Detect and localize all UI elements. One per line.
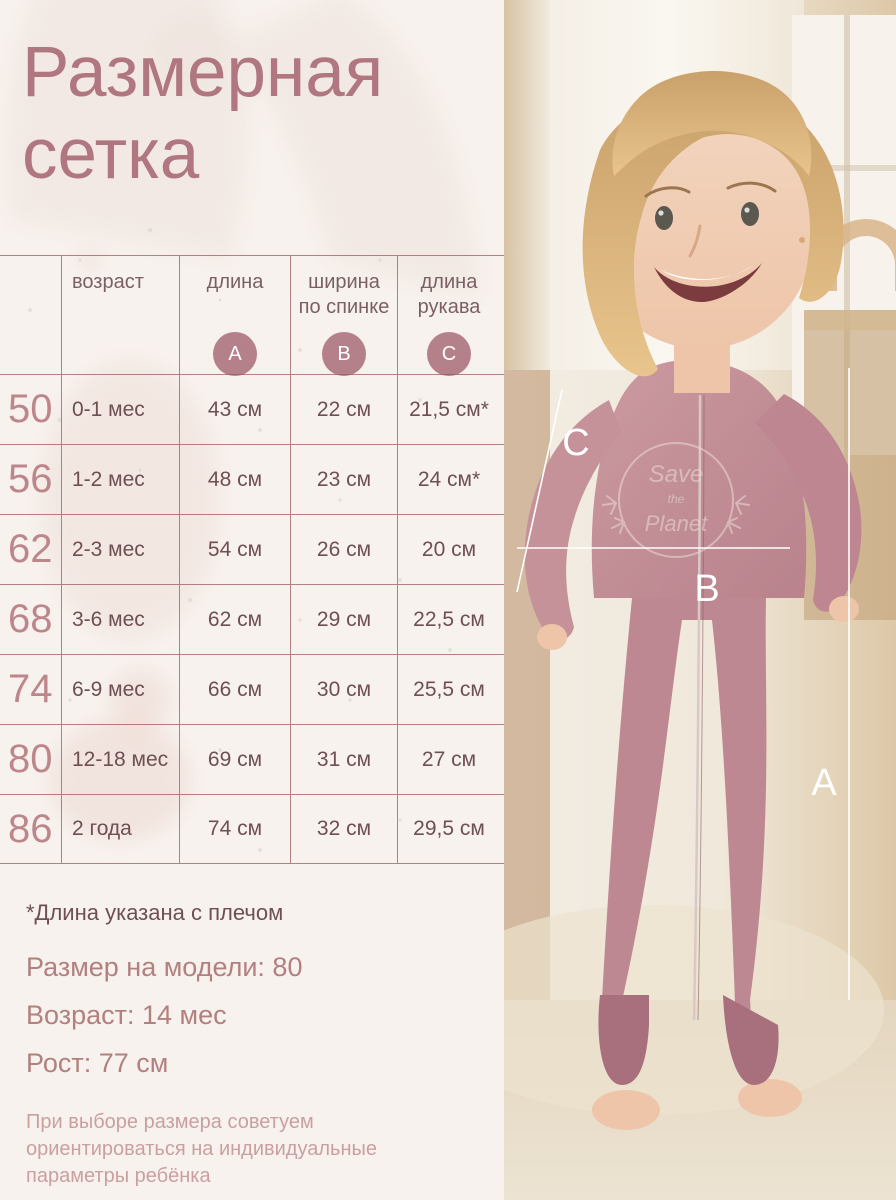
svg-text:A: A xyxy=(811,762,837,804)
svg-text:B: B xyxy=(694,568,719,610)
svg-text:Planet: Planet xyxy=(645,511,708,536)
svg-text:C: C xyxy=(562,422,589,464)
svg-text:Save: Save xyxy=(649,461,704,488)
svg-text:the: the xyxy=(668,492,685,506)
